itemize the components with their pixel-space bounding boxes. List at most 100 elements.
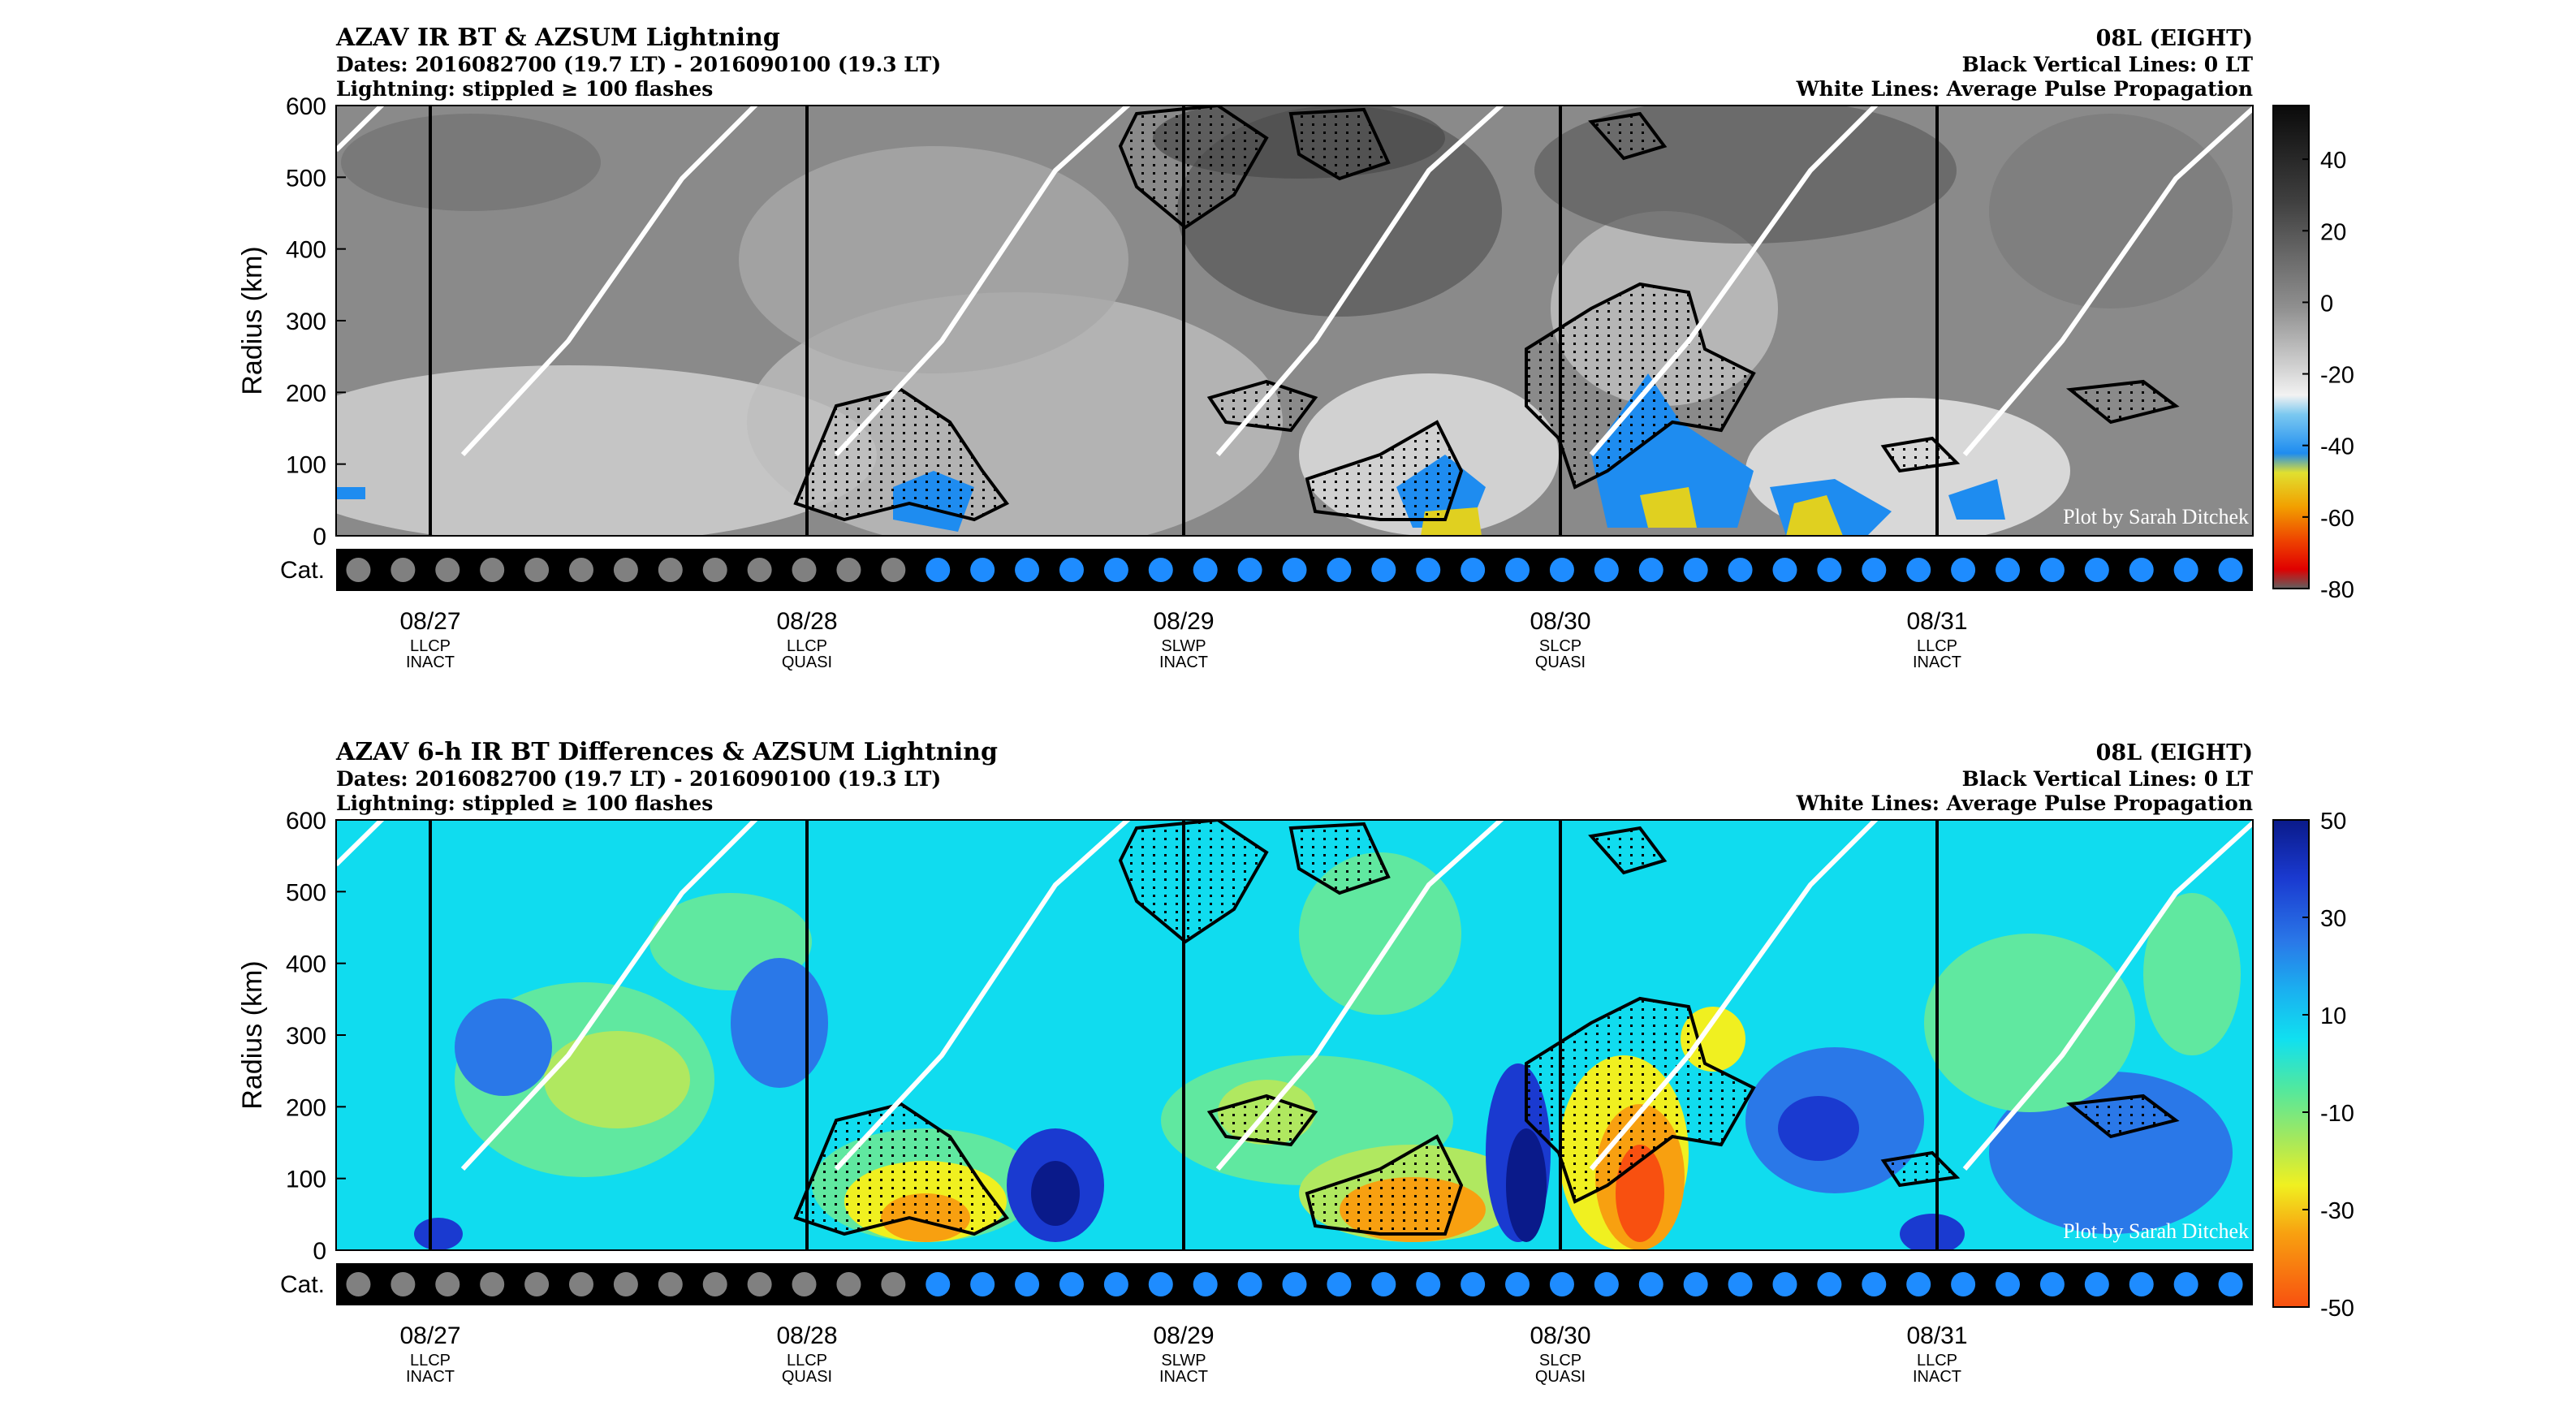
panel1-pulse-lines [336,106,2253,457]
category-dot-blue [1371,1272,1396,1296]
category-dot-blue [1906,1272,1931,1296]
category-dot-gray [524,1272,550,1296]
category-dot-blue [1728,1272,1753,1296]
category-dot-blue [1327,1272,1352,1296]
phase-label: LLCP [410,637,451,655]
activity-label: QUASI [1535,654,1586,671]
panel1-watermark: Plot by Sarah Ditchek [2063,505,2249,528]
category-dot-blue [1416,1272,1441,1296]
date-tick-label: 08/28 [776,1322,837,1349]
date-tick-label: 08/30 [1530,608,1590,635]
category-dot-blue [1103,1272,1128,1296]
category-dot-blue [1772,1272,1797,1296]
date-tick-label: 08/29 [1153,608,1214,635]
category-dot-gray [836,1272,861,1296]
category-dot-gray [836,558,861,582]
category-dot-blue [926,1272,951,1296]
date-tick-label: 08/28 [776,608,837,635]
category-dot-gray [390,1272,416,1296]
colorbar-tick-label: -60 [2320,506,2354,532]
y-tick-label: 200 [286,380,326,407]
phase-label: SLCP [1539,637,1581,655]
category-dot-gray [613,558,638,582]
y-tick-label: 600 [286,93,326,120]
category-dot-gray [881,558,906,582]
date-tick-label: 08/27 [399,608,460,635]
colorbar-tick-label: -50 [2320,1296,2354,1322]
category-dot-blue [1817,1272,1842,1296]
activity-label: QUASI [782,654,832,671]
panel2-white-lines-note: White Lines: Average Pulse Propagation [1796,792,2253,815]
category-dot-blue [1638,1272,1663,1296]
category-dot-blue [1237,558,1262,582]
category-dot-gray [658,558,683,582]
category-dot-blue [970,558,995,582]
category-dot-blue [1015,558,1040,582]
category-dot-blue [1906,558,1931,582]
category-dot-blue [1282,558,1307,582]
colorbar-tick-label: 20 [2320,219,2346,245]
panel2-category-strip: Cat. [280,1263,2253,1305]
category-dot-gray [792,1272,817,1296]
panel2-ylabel: Radius (km) [237,960,268,1109]
category-dot-blue [1638,558,1663,582]
category-dot-blue [1371,558,1396,582]
category-dot-blue [1996,558,2021,582]
category-dot-blue [2129,1272,2154,1296]
panel1-y-ticks: 600 500 400 300 200 100 0 [286,93,346,550]
panel2-plot-area: Plot by Sarah Ditchek [336,820,2253,1250]
panel2-black-lines-note: Black Vertical Lines: 0 LT [1962,767,2254,791]
date-tick-label: 08/27 [399,1322,460,1349]
colorbar-tick-label: 50 [2320,809,2346,835]
category-dot-blue [1594,558,1619,582]
panel1-storm: 08L (EIGHT) [2096,26,2253,51]
panel2-lightning-contours [793,820,2180,1236]
panel1-dates: Dates: 2016082700 (19.7 LT) - 2016090100… [336,53,941,76]
panel2-date-labels: 08/27LLCPINACT08/28LLCPQUASI08/29SLWPINA… [399,1322,1967,1386]
panel1-date-labels: 08/27LLCPINACT08/28LLCPQUASI08/29SLWPINA… [399,608,1967,671]
phase-label: SLWP [1161,637,1206,655]
phase-label: LLCP [1917,637,1957,655]
activity-label: QUASI [782,1368,832,1386]
category-dot-gray [390,558,416,582]
colorbar-tick-label: -30 [2320,1198,2354,1224]
activity-label: INACT [406,654,455,671]
activity-label: INACT [1159,1368,1208,1386]
y-tick-label: 100 [286,452,326,479]
panel1-white-lines-note: White Lines: Average Pulse Propagation [1796,77,2253,101]
panel1-cat-label: Cat. [280,557,325,584]
colorbar-tick-label: -40 [2320,434,2354,460]
category-dot-blue [2173,1272,2198,1296]
category-dot-gray [747,558,772,582]
category-dot-blue [2129,558,2154,582]
panel2-title: AZAV 6-h IR BT Differences & AZSUM Light… [335,738,998,766]
panel2-y-ticks: 600 500 400 300 200 100 0 [286,808,346,1265]
category-dot-blue [1728,558,1753,582]
phase-label: LLCP [787,1352,827,1370]
category-dot-blue [1193,558,1218,582]
panel2-lightning-note: Lightning: stippled ≥ 100 flashes [336,792,713,815]
colorbar-tick-label: 30 [2320,906,2346,932]
colorbar-tick-label: 0 [2320,291,2333,317]
phase-label: LLCP [1917,1352,1957,1370]
category-dot-blue [1505,1272,1530,1296]
category-dot-gray [435,558,460,582]
category-dot-blue [1327,558,1352,582]
category-dot-blue [1862,1272,1887,1296]
panel1-0lt-lines [429,106,1939,536]
category-dot-gray [480,558,505,582]
category-dot-blue [1549,558,1574,582]
colorbar-tick-label: -80 [2320,577,2354,603]
category-dot-blue [926,558,951,582]
category-dot-gray [881,1272,906,1296]
activity-label: INACT [1913,654,1961,671]
category-dot-gray [613,1272,638,1296]
category-dot-blue [1148,558,1173,582]
y-tick-label: 500 [286,165,326,192]
phase-label: SLWP [1161,1352,1206,1370]
panel2-colorbar: 50 30 10 -10 -30 -50 [2272,809,2354,1322]
colorbar-tick-label: -20 [2320,363,2354,389]
category-dot-gray [568,1272,593,1296]
phase-label: LLCP [410,1352,451,1370]
colorbar-tick-label: -10 [2320,1101,2354,1127]
